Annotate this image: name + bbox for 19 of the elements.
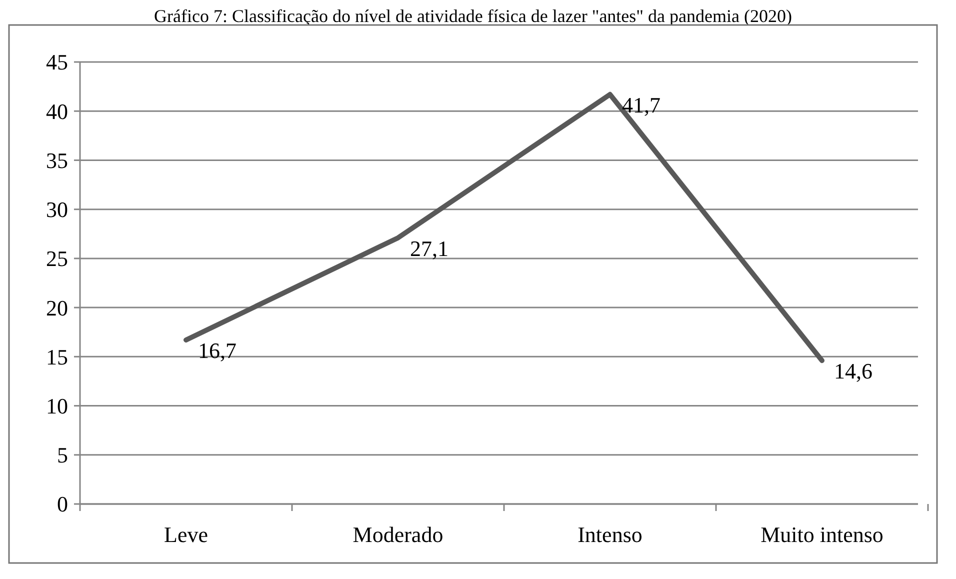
y-tick-label: 10 — [46, 393, 68, 418]
data-label: 14,6 — [834, 358, 872, 384]
y-tick-label: 5 — [57, 442, 68, 468]
y-tick-label: 0 — [57, 492, 68, 517]
y-tick-label: 25 — [46, 246, 68, 272]
x-tick-label: Moderado — [352, 522, 444, 547]
x-tick-label: Muito intenso — [760, 522, 884, 547]
data-label: 16,7 — [198, 338, 236, 363]
y-tick-label: 30 — [46, 197, 68, 222]
y-tick-label: 45 — [46, 50, 68, 75]
x-tick-label: Leve — [164, 522, 208, 547]
y-tick-label: 40 — [46, 98, 68, 124]
x-tick-label: Intenso — [578, 522, 642, 547]
chart-title: Gráfico 7: Classificação do nível de atividade física de lazer "antes" da pandemia (2020) — [154, 6, 792, 26]
y-tick-label: 35 — [46, 148, 68, 173]
y-tick-label: 20 — [46, 295, 68, 320]
y-tick-label: 15 — [46, 344, 68, 370]
data-label: 41,7 — [622, 92, 660, 118]
data-label: 27,1 — [410, 236, 448, 261]
